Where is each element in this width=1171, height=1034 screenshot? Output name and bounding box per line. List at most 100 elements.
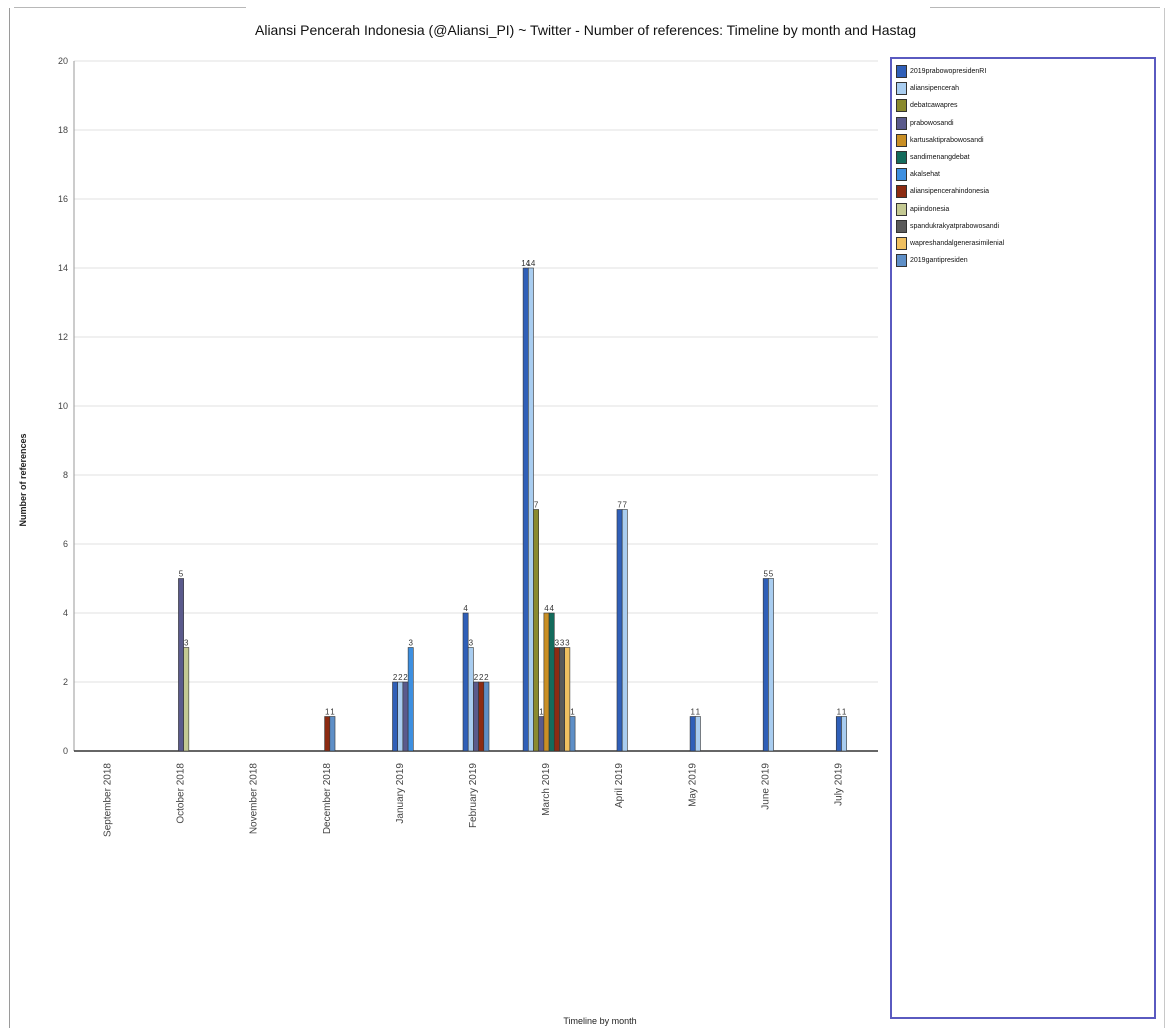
data-label: 7 (534, 501, 539, 510)
y-tick-label: 12 (58, 332, 68, 342)
legend-item: kartusaktiprabowosandi (892, 132, 1154, 149)
legend-label: spandukrakyatprabowosandi (910, 222, 1000, 230)
x-axis-label: Timeline by month (563, 1016, 637, 1026)
data-label: 2 (479, 673, 484, 682)
legend-item: aliansipencerahindonesia (892, 183, 1154, 200)
legend-label: sandimenangdebat (910, 154, 970, 162)
x-tick-label: September 2018 (103, 763, 114, 837)
legend-swatch (896, 116, 907, 130)
legend-item: sandimenangdebat (892, 149, 1154, 166)
x-tick-label: February 2019 (468, 763, 479, 828)
chart-title: Aliansi Pencerah Indonesia (@Aliansi_PI)… (255, 22, 916, 38)
x-tick-label: January 2019 (395, 763, 406, 824)
bar (478, 681, 485, 752)
y-tick-label: 2 (63, 677, 68, 687)
bar (392, 681, 399, 752)
data-label: 5 (769, 570, 774, 579)
data-label: 4 (463, 604, 468, 613)
right-border (1164, 8, 1165, 1028)
bar (178, 578, 184, 752)
legend-swatch (896, 99, 907, 113)
legend-swatch (896, 254, 907, 268)
x-tick-label: July 2019 (833, 763, 844, 806)
bar (553, 647, 560, 752)
data-label: 7 (623, 501, 628, 510)
bar (559, 647, 565, 752)
bar (543, 612, 550, 752)
data-label: 1 (539, 708, 544, 717)
x-tick-label: March 2019 (541, 763, 552, 816)
data-label: 2 (393, 673, 398, 682)
bar (621, 509, 628, 752)
legend-label: aliansipencerahindonesia (910, 188, 990, 196)
bar (397, 681, 404, 752)
y-tick-label: 4 (63, 608, 68, 618)
legend-label: wapreshandalgenerasimilenial (910, 239, 1005, 247)
x-tick-label: May 2019 (687, 763, 698, 807)
legend-swatch (896, 82, 907, 96)
data-label: 4 (544, 604, 549, 613)
legend-item: spandukrakyatprabowosandi (892, 218, 1154, 235)
data-label: 3 (184, 639, 189, 648)
data-label: 3 (555, 639, 560, 648)
top-divider-left (14, 7, 246, 8)
data-label: 1 (837, 708, 842, 717)
data-label: 1 (842, 708, 847, 717)
legend-swatch (896, 168, 907, 182)
x-tick-label: November 2018 (249, 763, 260, 835)
bar (467, 647, 474, 752)
data-label: 2 (474, 673, 479, 682)
legend-swatch (896, 65, 907, 79)
y-tick-label: 8 (63, 470, 68, 480)
data-label: 7 (617, 501, 622, 510)
bar (483, 681, 490, 752)
bar (329, 716, 336, 752)
data-label: 2 (484, 673, 489, 682)
y-tick-label: 14 (58, 263, 68, 273)
legend-label: 2019gantipresiden (910, 257, 968, 265)
data-label: 3 (408, 639, 413, 648)
legend-swatch (896, 219, 907, 233)
data-label: 4 (549, 604, 554, 613)
legend-label: 2019prabowopresidenRI (910, 68, 987, 76)
left-border (9, 8, 10, 1028)
bar (407, 647, 414, 752)
legend-item: 2019prabowopresidenRI (892, 63, 1154, 80)
bar (183, 647, 190, 752)
legend-item: aliansipencerah (892, 80, 1154, 97)
legend-swatch (896, 185, 907, 199)
legend-item: apiindonesia (892, 201, 1154, 218)
legend-label: debatcawapres (910, 102, 958, 110)
legend-swatch (896, 133, 907, 147)
x-tick-label: April 2019 (614, 763, 625, 808)
legend-item: wapreshandalgenerasimilenial (892, 235, 1154, 252)
legend-label: aliansipencerah (910, 85, 960, 93)
bar (616, 509, 623, 752)
y-tick-label: 10 (58, 401, 68, 411)
bar (402, 681, 409, 752)
data-label: 3 (469, 639, 474, 648)
bar (473, 681, 479, 752)
x-tick-label: June 2019 (760, 763, 771, 810)
x-tick-label: December 2018 (322, 763, 333, 835)
legend-swatch (896, 202, 907, 216)
data-label: 14 (521, 259, 530, 268)
y-tick-label: 6 (63, 539, 68, 549)
data-label: 1 (570, 708, 575, 717)
legend-item: akalsehat (892, 166, 1154, 183)
y-tick-label: 0 (63, 746, 68, 756)
legend-item: prabowosandi (892, 115, 1154, 132)
bar (564, 647, 571, 752)
top-divider-right (930, 7, 1160, 8)
bar (324, 716, 331, 752)
bar (462, 612, 469, 752)
bar (762, 578, 769, 752)
bar (522, 267, 529, 752)
y-tick-label: 16 (58, 194, 68, 204)
bar (527, 267, 534, 752)
data-label: 5 (179, 570, 184, 579)
legend-item: debatcawapres (892, 97, 1154, 114)
data-label: 3 (565, 639, 570, 648)
